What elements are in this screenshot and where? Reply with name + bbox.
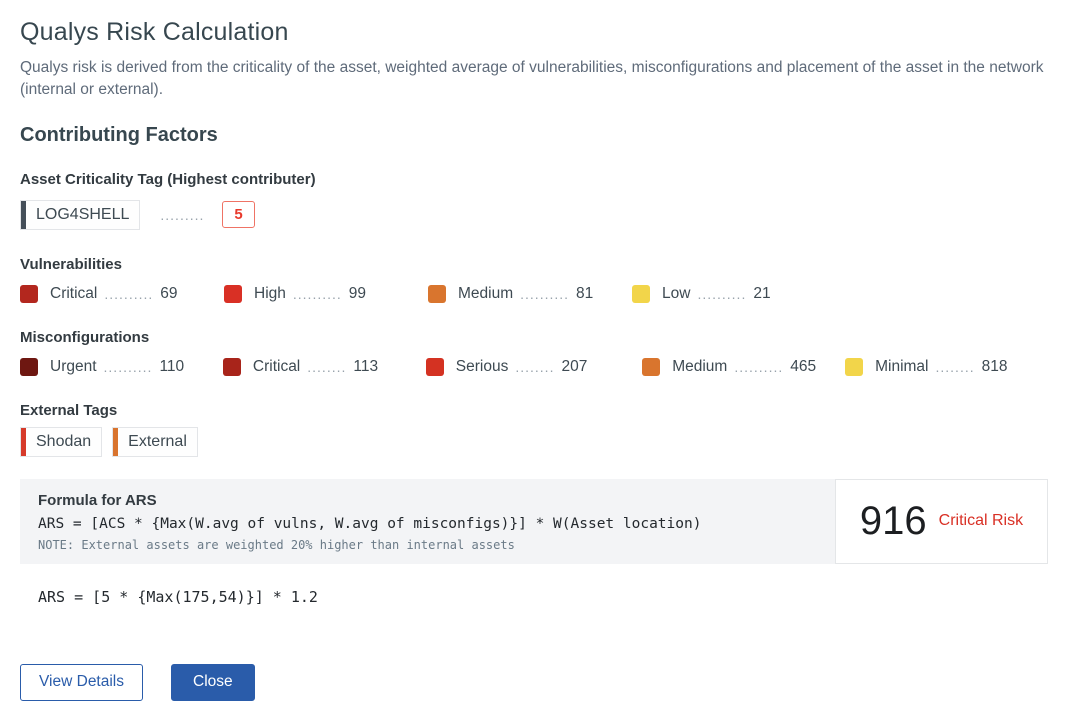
dot-leader: .......... xyxy=(734,358,784,375)
severity-swatch xyxy=(222,357,241,376)
tag-external: External xyxy=(112,426,198,457)
severity-count: 110 xyxy=(159,357,185,375)
close-button[interactable]: Close xyxy=(171,663,255,701)
severity-label: Critical xyxy=(50,284,98,302)
misconfig-critical-item: Critical ........ 113 xyxy=(222,357,426,376)
view-details-button[interactable]: View Details xyxy=(20,663,144,701)
misconfig-urgent-item: Urgent .......... 110 xyxy=(20,357,223,376)
risk-score-card: 916 Critical Risk xyxy=(835,478,1048,564)
severity-count: 99 xyxy=(348,284,367,302)
dot-leader: .......... xyxy=(103,358,153,375)
vuln-medium-item: Medium .......... 81 xyxy=(428,284,632,303)
severity-label: Medium xyxy=(672,357,728,375)
tag-shodan: Shodan xyxy=(20,426,103,457)
vuln-critical-item: Critical .......... 69 xyxy=(20,284,224,303)
tag-label: Shodan xyxy=(36,432,92,450)
severity-count: 81 xyxy=(576,284,594,302)
contributing-factors-heading: Contributing Factors xyxy=(20,123,218,146)
ars-calculation-line: ARS = [5 * {Max(175,54)}] * 1.2 xyxy=(38,587,318,606)
external-tags-heading: External Tags xyxy=(20,401,118,419)
severity-swatch xyxy=(632,284,650,303)
risk-score-value: 916 xyxy=(859,499,927,544)
severity-label: Medium xyxy=(458,284,514,302)
severity-label: Critical xyxy=(252,357,301,375)
dot-leader: .......... xyxy=(104,285,154,302)
vuln-low-item: Low .......... 21 xyxy=(632,284,836,303)
severity-swatch xyxy=(642,357,661,376)
vulnerabilities-section: Vulnerabilities Critical .......... 69 H… xyxy=(20,256,1048,303)
formula-section: Formula for ARS ARS = [ACS * {Max(W.avg … xyxy=(20,478,1048,564)
severity-swatch xyxy=(224,284,242,303)
formula-note: NOTE: External assets are weighted 20% h… xyxy=(38,537,515,552)
criticality-score-badge: 5 xyxy=(222,201,255,229)
asset-criticality-row: LOG4SHELL ......... 5 xyxy=(20,199,1048,230)
risk-score-label: Critical Risk xyxy=(938,512,1024,530)
tag-color-bar xyxy=(113,427,119,456)
misconfigurations-section: Misconfigurations Urgent .......... 110 … xyxy=(20,329,1048,376)
tag-log4shell: LOG4SHELL xyxy=(20,199,141,230)
dot-leader: .......... xyxy=(520,285,570,302)
severity-swatch xyxy=(845,357,864,376)
severity-swatch xyxy=(20,357,38,376)
misconfig-serious-item: Serious ........ 207 xyxy=(425,357,642,376)
formula-expression: ARS = [ACS * {Max(W.avg of vulns, W.avg … xyxy=(38,515,702,532)
page-description: Qualys risk is derived from the critical… xyxy=(20,59,1044,99)
severity-label: Urgent xyxy=(50,357,97,375)
misconfigurations-heading: Misconfigurations xyxy=(20,328,150,346)
severity-label: Serious xyxy=(455,357,509,375)
vuln-high-item: High .......... 99 xyxy=(224,284,428,303)
tag-label: LOG4SHELL xyxy=(36,205,130,223)
severity-count: 21 xyxy=(753,284,771,302)
severity-label: Low xyxy=(662,284,691,302)
misconfig-medium-item: Medium .......... 465 xyxy=(642,357,845,376)
dot-leader: ........ xyxy=(307,358,347,375)
tag-label: External xyxy=(128,432,187,450)
dot-leader: .......... xyxy=(697,285,747,302)
vulnerabilities-row: Critical .......... 69 High .......... 9… xyxy=(20,284,1048,303)
severity-label: High xyxy=(254,284,286,302)
severity-count: 69 xyxy=(160,284,178,302)
tag-color-bar xyxy=(21,200,26,229)
dot-leader: ........ xyxy=(935,358,975,375)
severity-count: 113 xyxy=(353,357,379,375)
external-tags-row: Shodan External xyxy=(20,426,1048,457)
dot-leader: ......... xyxy=(160,206,205,223)
misconfigurations-row: Urgent .......... 110 Critical ........ … xyxy=(20,357,1048,376)
external-tags-section: External Tags Shodan External xyxy=(20,402,1048,457)
severity-count: 818 xyxy=(981,357,1008,375)
qualys-risk-calculation-dialog: Qualys Risk Calculation Qualys risk is d… xyxy=(20,18,1048,701)
formula-panel: Formula for ARS ARS = [ACS * {Max(W.avg … xyxy=(20,478,835,564)
dot-leader: .......... xyxy=(292,285,342,302)
severity-swatch xyxy=(425,357,444,376)
asset-criticality-section: Asset Criticality Tag (Highest contribut… xyxy=(20,171,1048,230)
severity-label: Minimal xyxy=(875,357,929,375)
dot-leader: ........ xyxy=(515,358,555,375)
misconfig-minimal-item: Minimal ........ 818 xyxy=(845,357,1048,376)
page-title: Qualys Risk Calculation xyxy=(20,18,289,46)
severity-count: 207 xyxy=(561,357,588,375)
asset-criticality-heading: Asset Criticality Tag (Highest contribut… xyxy=(20,170,316,188)
vulnerabilities-heading: Vulnerabilities xyxy=(20,255,122,273)
severity-swatch xyxy=(428,284,446,303)
formula-heading: Formula for ARS xyxy=(38,491,157,509)
severity-swatch xyxy=(20,284,38,303)
tag-color-bar xyxy=(21,427,26,456)
severity-count: 465 xyxy=(790,357,817,375)
dialog-actions: View Details Close xyxy=(20,663,1048,701)
